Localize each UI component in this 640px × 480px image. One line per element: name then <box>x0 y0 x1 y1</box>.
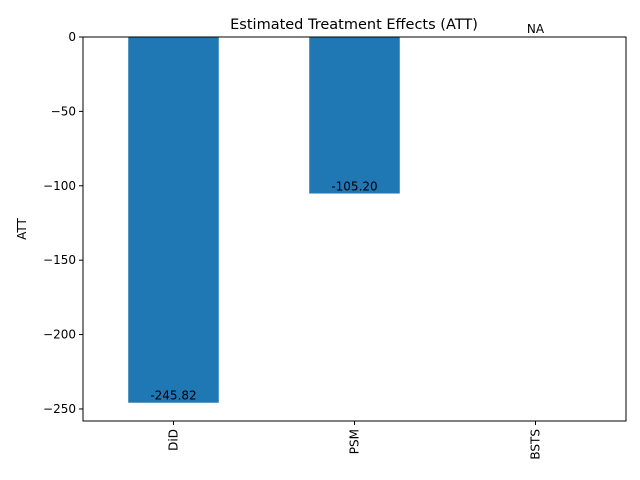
x-tick-label: BSTS <box>529 429 543 460</box>
bar-did <box>128 37 219 403</box>
data-label: NA <box>527 22 545 36</box>
y-tick-label: 0 <box>68 30 76 44</box>
chart-title: Estimated Treatment Effects (ATT) <box>230 17 478 33</box>
x-tick-label: PSM <box>348 429 362 454</box>
x-tick-label: DiD <box>167 429 181 451</box>
y-tick-label: −200 <box>43 328 76 342</box>
bar-psm <box>309 37 400 194</box>
data-label: -105.20 <box>331 180 377 194</box>
y-tick-label: −250 <box>43 402 76 416</box>
y-axis-label: ATT <box>15 217 29 239</box>
y-tick-label: −150 <box>43 253 76 267</box>
y-tick-label: −100 <box>43 179 76 193</box>
data-label: -245.82 <box>150 389 196 403</box>
y-tick-label: −50 <box>51 104 76 118</box>
